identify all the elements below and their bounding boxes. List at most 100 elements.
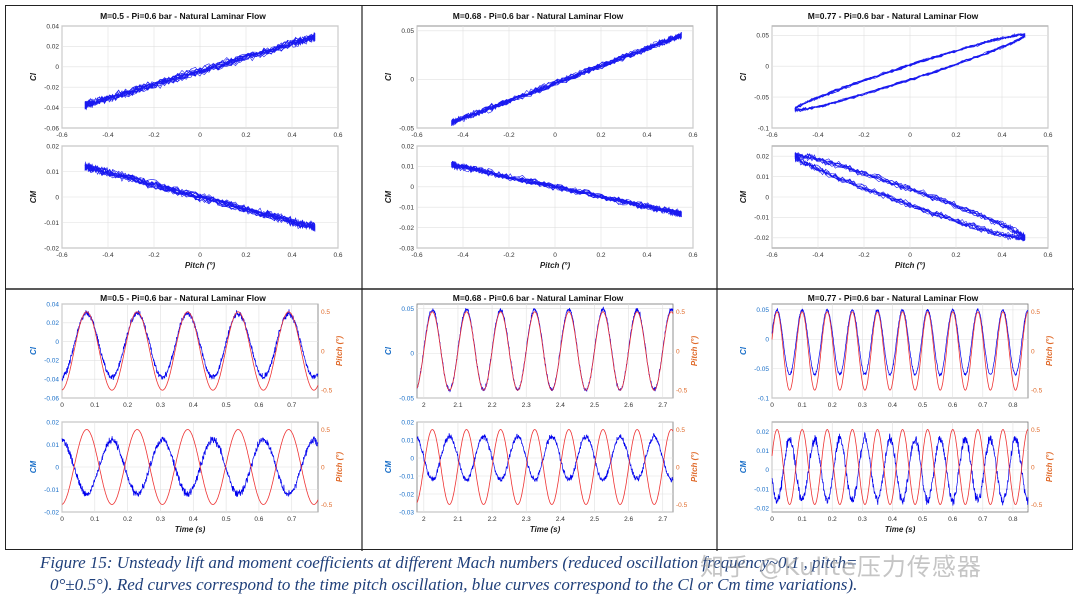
p4-bottom-y-tick-label: -0.03 [399, 509, 414, 516]
p3-top-x-tick-label: 0.4 [189, 402, 198, 409]
p2-bottom-y-tick-label: 0.01 [756, 174, 769, 181]
p2-top-x-tick-label: -0.2 [858, 132, 870, 139]
p3-bottom-y-axis-label: CM [29, 460, 38, 473]
p3-top-pitch-line [61, 311, 319, 391]
p4-bottom-y-tick-label: 0.02 [401, 419, 414, 426]
p4-bottom-y-axis-label: CM [384, 460, 393, 473]
p4-bottom-pitch-line [416, 429, 674, 505]
p4-top-y-tick-label: 0.05 [401, 306, 414, 313]
p3-top-y2-tick-label: 0.5 [321, 309, 330, 316]
p5-bottom-x-axis-label: Time (s) [885, 525, 916, 534]
panel-timeseries-m068: M=0.68 - Pi=0.6 bar - Natural Laminar Fl… [363, 290, 713, 548]
p4-top-y2-tick-label: 0.5 [676, 309, 685, 316]
p2-bottom-x-tick-label: -0.2 [858, 252, 870, 259]
p5-top-x-tick-label: 0.7 [978, 402, 987, 409]
p2-bottom-series-line [794, 151, 1026, 242]
p4-bottom-y2-tick-label: 0.5 [676, 427, 685, 434]
p5-top-y-axis-label: Cl [739, 346, 748, 355]
p4-bottom-x-tick-label: 2.4 [556, 516, 565, 523]
p1-top-x-tick-label: 0.4 [642, 132, 651, 139]
p4-bottom-x-tick-label: 2 [422, 516, 426, 523]
p0-top-y-tick-label: -0.04 [44, 105, 59, 112]
p1-top-series-line [451, 32, 682, 127]
p1-bottom-series-line [450, 160, 682, 218]
p0-bottom-y-tick-label: -0.01 [44, 220, 59, 227]
p3-top-y-tick-label: -0.02 [44, 358, 59, 365]
p3-top-y-tick-label: 0 [55, 339, 59, 346]
p5-bottom-x-tick-label: 0.5 [918, 516, 927, 523]
p1-bottom-x-tick-label: -0.2 [503, 252, 515, 259]
p5-bottom-y-tick-label: -0.01 [754, 486, 769, 493]
p2-bottom-y-tick-label: 0.02 [756, 154, 769, 161]
p4-bottom-coefficient-line [416, 432, 674, 483]
p5-bottom-y-tick-label: 0.01 [756, 448, 769, 455]
p4-top-x-tick-label: 2.3 [522, 402, 531, 409]
p4-bottom-y2-tick-label: 0 [676, 464, 680, 471]
divider-horizontal [6, 6, 1074, 551]
p3-bottom-x-tick-label: 0.2 [123, 516, 132, 523]
p1-bottom-x-tick-label: 0.2 [596, 252, 605, 259]
p3-top-y-tick-label: -0.06 [44, 395, 59, 402]
p3-bottom-y2-axis-label: Pitch (°) [335, 452, 344, 483]
p3-bottom-y-tick-label: 0.02 [46, 419, 59, 426]
p5-bottom-pitch-line [771, 429, 1029, 505]
p2-top-x-tick-label: -0.4 [812, 132, 824, 139]
p5-bottom-x-tick-label: 0.6 [948, 516, 957, 523]
p5-bottom-x-tick-label: 0.4 [888, 516, 897, 523]
p4-bottom-y-tick-label: -0.01 [399, 473, 414, 480]
p3-top-x-tick-label: 0.1 [90, 402, 99, 409]
p2-bottom-x-tick-label: 0.4 [997, 252, 1006, 259]
p1-top-x-tick-label: 0.6 [688, 132, 697, 139]
p0-bottom-y-tick-label: 0.01 [46, 169, 59, 176]
p0-bottom-x-tick-label: 0.6 [333, 252, 342, 259]
panel-timeseries-m077: M=0.77 - Pi=0.6 bar - Natural Laminar Fl… [718, 290, 1068, 548]
p4-top-x-tick-label: 2.2 [488, 402, 497, 409]
p4-bottom-x-axis-label: Time (s) [530, 525, 561, 534]
p3-bottom-y-tick-label: 0 [55, 464, 59, 471]
p1-bottom-y-tick-label: -0.01 [399, 205, 414, 212]
p5-top-x-tick-label: 0.3 [858, 402, 867, 409]
p4-top-y-axis-label: Cl [384, 346, 393, 355]
p3-bottom-y2-tick-label: 0.5 [321, 427, 330, 434]
p3-bottom-x-tick-label: 0.7 [287, 516, 296, 523]
p5-bottom-coefficient-line [771, 432, 1029, 506]
p0-bottom-x-tick-label: 0 [198, 252, 202, 259]
p1-title: M=0.68 - Pi=0.6 bar - Natural Laminar Fl… [453, 11, 624, 21]
p0-top-x-tick-label: 0.6 [333, 132, 342, 139]
p4-bottom-y-tick-label: -0.02 [399, 491, 414, 498]
p3-top-x-tick-label: 0.5 [222, 402, 231, 409]
p5-top-y2-tick-label: 0 [1031, 348, 1035, 355]
p3-bottom-x-tick-label: 0.3 [156, 516, 165, 523]
p0-bottom-x-tick-label: -0.2 [148, 252, 160, 259]
p0-top-x-tick-label: -0.4 [102, 132, 114, 139]
p2-bottom-y-tick-label: 0 [765, 194, 769, 201]
p3-bottom-x-tick-label: 0 [60, 516, 64, 523]
p2-top-y-tick-label: -0.05 [754, 94, 769, 101]
p3-top-y-tick-label: 0.02 [46, 320, 59, 327]
p2-bottom-x-tick-label: 0.2 [951, 252, 960, 259]
p1-bottom-y-tick-label: 0.02 [401, 143, 414, 150]
p3-bottom-x-axis-label: Time (s) [175, 525, 206, 534]
p4-top-y-tick-label: 0 [410, 351, 414, 358]
p3-bottom-y-tick-label: -0.02 [44, 509, 59, 516]
p4-top-y-tick-label: -0.05 [399, 395, 414, 402]
p4-top-x-tick-label: 2.6 [624, 402, 633, 409]
p0-bottom-x-tick-label: 0.4 [287, 252, 296, 259]
p1-bottom-y-tick-label: 0 [410, 184, 414, 191]
p5-bottom-x-tick-label: 0.8 [1008, 516, 1017, 523]
watermark-text: 知乎 @Kulite压力传感器 [700, 553, 982, 581]
p4-top-y2-axis-label: Pitch (°) [690, 336, 699, 367]
p2-top-y-axis-label: Cl [739, 72, 748, 81]
panel-hysteresis-m077: M=0.77 - Pi=0.6 bar - Natural Laminar Fl… [718, 8, 1068, 286]
p4-bottom-plot-area [416, 421, 674, 513]
p1-bottom-y-axis-label: CM [384, 190, 393, 203]
p4-top-x-tick-label: 2.7 [658, 402, 667, 409]
p4-top-y2-tick-label: -0.5 [676, 387, 688, 394]
p2-top-x-tick-label: 0.2 [951, 132, 960, 139]
p0-bottom-x-axis-label: Pitch (°) [185, 261, 216, 270]
panel-hysteresis-m050: M=0.5 - Pi=0.6 bar - Natural Laminar Flo… [8, 8, 358, 286]
p3-top-x-tick-label: 0.7 [287, 402, 296, 409]
p2-bottom-x-tick-label: 0.6 [1043, 252, 1052, 259]
p4-title: M=0.68 - Pi=0.6 bar - Natural Laminar Fl… [453, 293, 624, 303]
p5-bottom-x-tick-label: 0 [770, 516, 774, 523]
